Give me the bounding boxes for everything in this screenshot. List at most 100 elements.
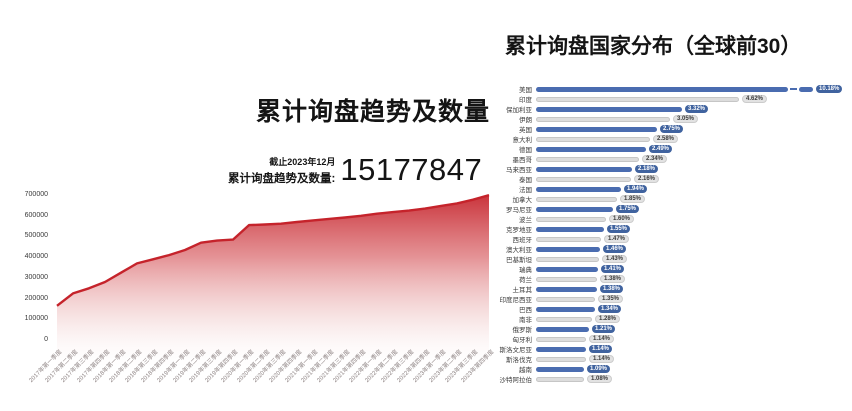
bar bbox=[536, 366, 584, 372]
bar bbox=[536, 266, 598, 272]
bar-row: 德国 2.49% bbox=[498, 144, 852, 154]
value-badge: 1.21% bbox=[592, 325, 616, 333]
value-badge: 10.18% bbox=[816, 85, 843, 93]
bar-track: 1.60% bbox=[536, 215, 852, 223]
bar-track: 1.09% bbox=[536, 365, 852, 373]
bar-track: 3.32% bbox=[536, 105, 852, 113]
bar-track: 2.49% bbox=[536, 145, 852, 153]
bar-track: 2.34% bbox=[536, 155, 852, 163]
value-badge: 1.38% bbox=[600, 275, 626, 283]
bar-row: 澳大利亚 1.46% bbox=[498, 244, 852, 254]
bar bbox=[536, 306, 595, 312]
y-tick-label: 0 bbox=[44, 335, 48, 343]
bar bbox=[536, 106, 682, 112]
bar-row: 保加利亚 3.32% bbox=[498, 104, 852, 114]
bar bbox=[536, 136, 650, 142]
value-badge: 4.62% bbox=[742, 95, 768, 103]
country-label: 波兰 bbox=[519, 217, 532, 224]
value-badge: 3.05% bbox=[673, 115, 699, 123]
country-label: 泰国 bbox=[519, 177, 532, 184]
bar-track: 1.14% bbox=[536, 355, 852, 363]
bar-track: 2.75% bbox=[536, 125, 852, 133]
bar-track: 1.34% bbox=[536, 305, 852, 313]
bar-row: 克罗地亚 1.55% bbox=[498, 224, 852, 234]
bar-row: 墨西哥 2.34% bbox=[498, 154, 852, 164]
bar bbox=[536, 96, 739, 102]
value-badge: 1.14% bbox=[589, 345, 613, 353]
country-label: 印度尼西亚 bbox=[499, 297, 533, 304]
country-label: 加拿大 bbox=[512, 197, 533, 204]
bar-row: 俄罗斯 1.21% bbox=[498, 324, 852, 334]
bar-row: 荷兰 1.38% bbox=[498, 274, 852, 284]
bar bbox=[536, 156, 639, 162]
bar-track: 2.58% bbox=[536, 135, 852, 143]
trend-line bbox=[56, 193, 490, 307]
value-badge: 1.46% bbox=[603, 245, 627, 253]
country-label: 斯洛伐克 bbox=[506, 357, 532, 364]
value-badge: 2.75% bbox=[660, 125, 684, 133]
country-label: 土耳其 bbox=[512, 287, 533, 294]
bar bbox=[536, 126, 657, 132]
country-label: 克罗地亚 bbox=[506, 227, 532, 234]
bar-row: 美国 10.18% bbox=[498, 84, 852, 94]
bar-row: 印度 4.62% bbox=[498, 94, 852, 104]
left-chart-title: 累计询盘趋势及数量 bbox=[256, 98, 491, 126]
bar bbox=[536, 286, 597, 292]
bar bbox=[536, 336, 586, 342]
bar-row: 波兰 1.60% bbox=[498, 214, 852, 224]
total-stats: 截止2023年12月 累计询盘趋势及数量: 15177847 bbox=[228, 152, 482, 188]
value-badge: 3.32% bbox=[685, 105, 709, 113]
value-badge: 1.08% bbox=[587, 375, 613, 383]
bar bbox=[536, 146, 646, 152]
bar-track: 1.28% bbox=[536, 315, 852, 323]
y-tick-label: 300000 bbox=[24, 273, 48, 281]
value-badge: 1.47% bbox=[604, 235, 630, 243]
bar-track: 1.21% bbox=[536, 325, 852, 333]
axis-break-icon bbox=[790, 88, 797, 90]
total-stats-labels: 截止2023年12月 累计询盘趋势及数量: bbox=[228, 155, 335, 186]
bar bbox=[536, 86, 788, 92]
y-tick-label: 200000 bbox=[24, 294, 48, 302]
bar-track: 1.14% bbox=[536, 345, 852, 353]
country-label: 伊朗 bbox=[519, 117, 532, 124]
bar bbox=[536, 296, 595, 302]
y-tick-label: 700000 bbox=[24, 191, 48, 198]
bar-row: 南非 1.28% bbox=[498, 314, 852, 324]
bar bbox=[536, 246, 600, 252]
bar bbox=[536, 376, 584, 382]
bar-track: 1.41% bbox=[536, 265, 852, 273]
bar-row: 沙特阿拉伯 1.08% bbox=[498, 374, 852, 384]
bar-track: 1.46% bbox=[536, 245, 852, 253]
country-label: 马来西亚 bbox=[506, 167, 532, 174]
y-tick-label: 100000 bbox=[24, 315, 48, 323]
bar-track: 1.38% bbox=[536, 275, 852, 283]
country-label: 印度 bbox=[519, 97, 532, 104]
y-tick-label: 500000 bbox=[24, 232, 48, 240]
country-label: 墨西哥 bbox=[512, 157, 533, 164]
bar-track: 1.38% bbox=[536, 285, 852, 293]
bar bbox=[536, 206, 613, 212]
value-badge: 1.28% bbox=[595, 315, 621, 323]
bar-track: 1.08% bbox=[536, 375, 852, 383]
bar-row: 越南 1.09% bbox=[498, 364, 852, 374]
bar bbox=[536, 166, 632, 172]
country-label: 美国 bbox=[519, 87, 532, 94]
bar bbox=[536, 116, 670, 122]
value-badge: 2.58% bbox=[653, 135, 679, 143]
bar-row: 巴西 1.34% bbox=[498, 304, 852, 314]
value-badge: 1.75% bbox=[616, 205, 640, 213]
total-label: 累计询盘趋势及数量: bbox=[228, 172, 336, 185]
country-label: 法国 bbox=[519, 187, 532, 194]
bar-row: 意大利 2.58% bbox=[498, 134, 852, 144]
bar-row: 罗马尼亚 1.75% bbox=[498, 204, 852, 214]
bar-row: 泰国 2.16% bbox=[498, 174, 852, 184]
country-label: 瑞典 bbox=[519, 267, 532, 274]
bar-row: 斯洛文尼亚 1.14% bbox=[498, 344, 852, 354]
bar bbox=[536, 176, 631, 182]
bar-row: 法国 1.94% bbox=[498, 184, 852, 194]
value-badge: 1.60% bbox=[609, 215, 635, 223]
bar-row: 伊朗 3.05% bbox=[498, 114, 852, 124]
value-badge: 1.35% bbox=[598, 295, 624, 303]
value-badge: 1.09% bbox=[587, 365, 611, 373]
